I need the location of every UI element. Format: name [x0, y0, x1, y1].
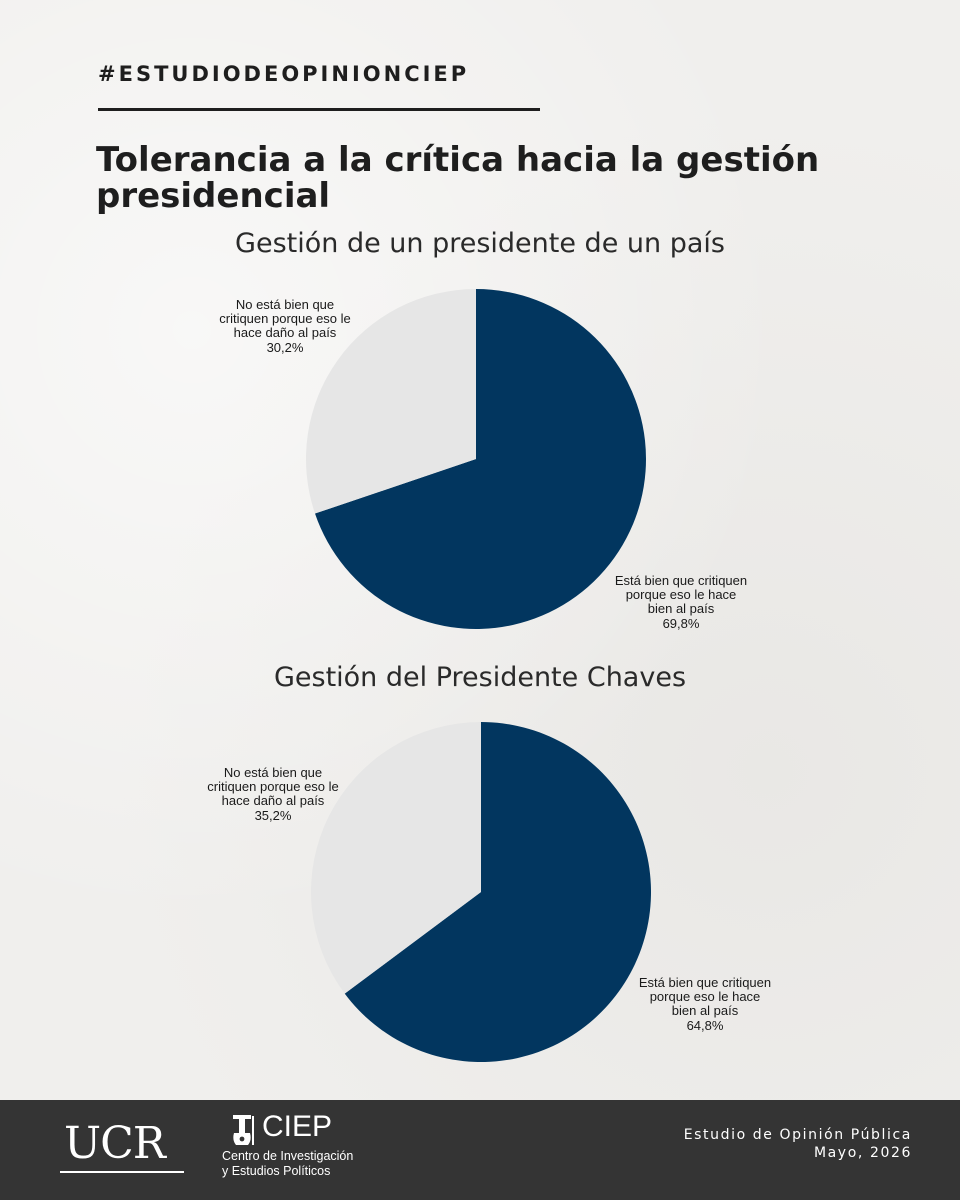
page-title-line-1: Tolerancia a la crítica hacia la gestión	[96, 140, 820, 180]
chart-1-value-yes: 69,8%	[662, 616, 700, 631]
chart-2-label-no-line-2: critiquen porque eso le	[207, 779, 339, 794]
ciep-subtitle-line-2: y Estudios Políticos	[222, 1164, 331, 1178]
chart-2-pie	[311, 722, 651, 1062]
chart-1-label-no-line-2: critiquen porque eso le	[219, 311, 351, 326]
header-rule	[98, 108, 540, 111]
study-name: Estudio de Opinión Pública	[683, 1127, 912, 1143]
chart-1-label-yes: Está bien que critiquen porque eso le ha…	[596, 574, 766, 631]
ciep-logo-icon	[233, 1115, 254, 1145]
chart-2-slice-yes	[344, 722, 651, 1062]
chart-2-value-yes: 64,8%	[686, 1018, 724, 1033]
chart-2-label-yes-line-3: bien al país	[671, 1003, 739, 1018]
ciep-logo-text: CIEP	[262, 1110, 333, 1143]
ciep-subtitle-line-1: Centro de Investigación	[222, 1149, 354, 1163]
ciep-subtitle: Centro de Investigación y Estudios Polít…	[222, 1149, 382, 1179]
chart-1-label-no-line-3: hace daño al país	[233, 325, 337, 340]
chart-1-label-no: No está bien que critiquen porque eso le…	[200, 298, 370, 355]
chart-2-slice-no	[311, 722, 481, 994]
chart-1-title: Gestión de un presidente de un país	[235, 228, 725, 259]
chart-1-label-yes-line-3: bien al país	[647, 601, 715, 616]
footer-bar	[0, 1100, 960, 1200]
chart-2-label-no-line-3: hace daño al país	[221, 793, 325, 808]
chart-1-label-yes-line-2: porque eso le hace	[625, 587, 737, 602]
chart-2-value-no: 35,2%	[254, 808, 292, 823]
study-info: Estudio de Opinión Pública Mayo, 2026	[684, 1126, 912, 1162]
chart-1-value-no: 30,2%	[266, 340, 304, 355]
chart-2-label-no: No está bien que critiquen porque eso le…	[184, 766, 362, 823]
ucr-logo: UCR	[64, 1118, 166, 1169]
chart-2-label-yes-line-1: Está bien que critiquen	[638, 975, 772, 990]
chart-1-slice-yes	[314, 289, 646, 629]
chart-1-slice-no	[306, 289, 476, 514]
chart-1-label-no-line-1: No está bien que	[235, 297, 335, 312]
page-title: Tolerancia a la crítica hacia la gestión…	[96, 142, 856, 214]
chart-1-label-yes-line-1: Está bien que critiquen	[614, 573, 748, 588]
ucr-logo-underline	[60, 1171, 184, 1173]
hashtag: #ESTUDIODEOPINIONCIEP	[98, 62, 470, 86]
chart-2-label-yes: Está bien que critiquen porque eso le ha…	[620, 976, 790, 1033]
chart-1-pie	[306, 289, 646, 629]
study-date: Mayo, 2026	[813, 1145, 912, 1161]
chart-2-title: Gestión del Presidente Chaves	[273, 662, 687, 693]
chart-2-label-no-line-1: No está bien que	[223, 765, 323, 780]
page-title-line-2: presidencial	[96, 176, 331, 216]
chart-2-label-yes-line-2: porque eso le hace	[649, 989, 761, 1004]
